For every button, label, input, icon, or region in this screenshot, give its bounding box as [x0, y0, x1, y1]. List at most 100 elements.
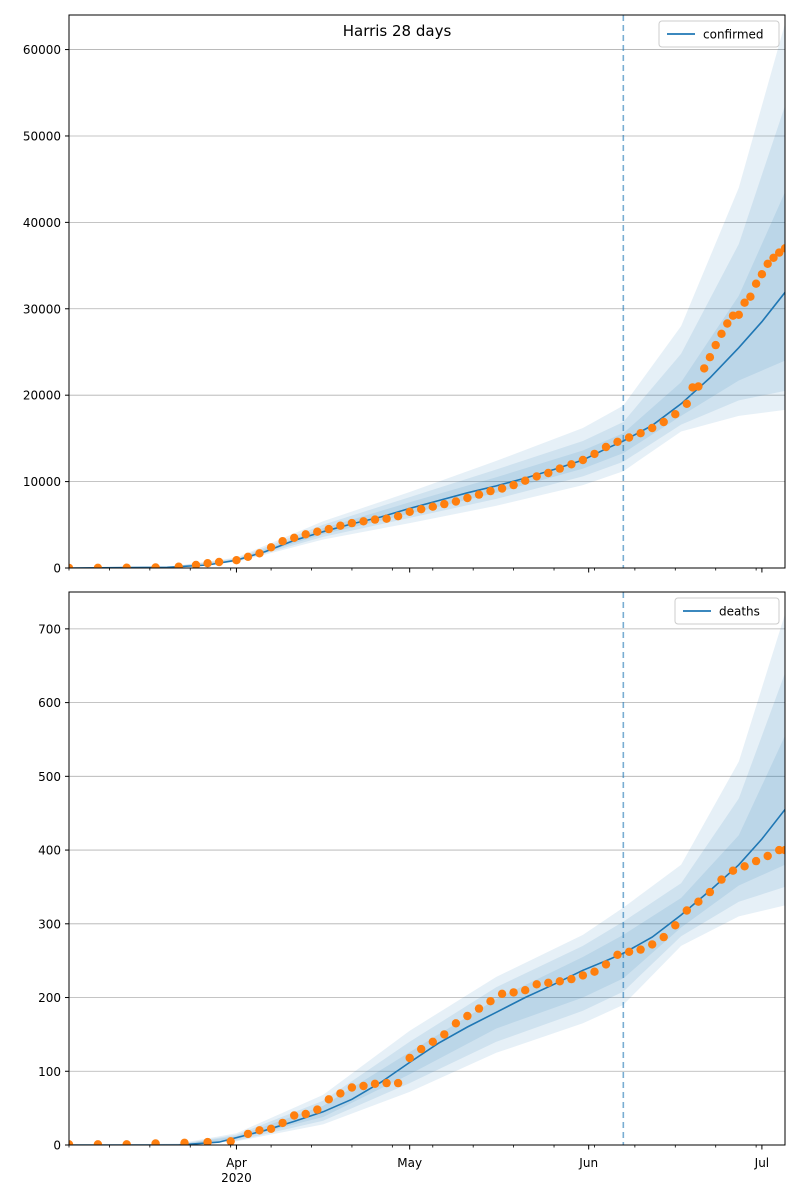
observed-point: [69, 1140, 74, 1145]
confirmed-subplot: 0 10000 20000 30000 40000 50000 60000 confirmed: [23, 14, 786, 576]
y-tick-label: 40000: [23, 216, 61, 230]
observed-point: [532, 980, 541, 989]
observed-point: [93, 563, 103, 568]
observed-point: [700, 364, 709, 373]
observed-point: [243, 1129, 253, 1139]
uncertainty-band: [69, 23, 785, 568]
observed-point: [359, 1081, 368, 1091]
observed-point: [769, 253, 778, 262]
y-tick-label: 500: [38, 770, 61, 784]
observed-points-group: [69, 845, 785, 1145]
observed-point: [417, 1044, 426, 1054]
y-tick-label: 300: [38, 917, 61, 931]
observed-point: [544, 468, 553, 478]
observed-point: [226, 1137, 235, 1145]
observed-point: [214, 557, 224, 567]
y-tick-label: 100: [38, 1065, 61, 1079]
observed-points-group: [69, 244, 785, 568]
y-tick-label: 0: [53, 1139, 61, 1153]
observed-point: [775, 248, 784, 257]
observed-point: [544, 978, 553, 987]
observed-point: [278, 1118, 287, 1128]
observed-point: [509, 988, 518, 997]
observed-point: [751, 856, 761, 866]
observed-point: [728, 866, 738, 875]
observed-point: [671, 410, 680, 419]
y-tick-label: 60000: [23, 43, 61, 57]
observed-point: [151, 563, 160, 568]
observed-point: [578, 971, 588, 980]
legend-box: [674, 597, 780, 625]
observed-point: [382, 1078, 391, 1088]
observed-point: [682, 399, 691, 408]
observed-point: [347, 1083, 357, 1092]
figure-title: Harris 28 days: [343, 22, 452, 40]
observed-point: [336, 521, 345, 530]
observed-point: [451, 497, 461, 506]
observed-point: [151, 1139, 160, 1145]
observed-point: [428, 502, 437, 511]
observed-point: [636, 945, 645, 954]
observed-point: [313, 1105, 322, 1114]
observed-point: [601, 960, 611, 969]
observed-point: [393, 512, 403, 521]
observed-point: [324, 524, 333, 534]
y-tick-label: 20000: [23, 389, 61, 403]
observed-point: [463, 493, 472, 503]
observed-point: [203, 1137, 212, 1145]
observed-point: [740, 298, 749, 307]
observed-point: [266, 543, 276, 552]
observed-point: [659, 932, 668, 942]
y-tick-label: 10000: [23, 475, 61, 489]
observed-point: [474, 490, 484, 499]
observed-point: [775, 845, 784, 855]
observed-point: [324, 1095, 333, 1104]
observed-point: [313, 527, 322, 536]
observed-point: [624, 433, 634, 442]
observed-point: [440, 1030, 449, 1039]
observed-point: [290, 1111, 299, 1120]
observed-point: [463, 1011, 472, 1021]
x-tick-label: May: [397, 1156, 422, 1170]
observed-point: [682, 906, 691, 915]
observed-point: [370, 1079, 380, 1089]
observed-point: [290, 533, 299, 542]
observed-point: [659, 417, 668, 427]
y-tick-label: 400: [38, 844, 61, 858]
observed-point: [601, 442, 611, 452]
observed-point: [266, 1124, 276, 1134]
observed-point: [255, 549, 264, 558]
observed-point: [705, 353, 715, 362]
observed-point: [648, 940, 657, 949]
observed-point: [624, 947, 634, 956]
observed-point: [578, 455, 588, 465]
y-tick-label: 700: [38, 622, 61, 636]
x-tick-label: Jul: [754, 1156, 769, 1170]
observed-point: [278, 537, 287, 546]
observed-point: [717, 875, 726, 884]
observed-point: [751, 279, 761, 288]
axes-frame: [68, 14, 786, 569]
observed-point: [780, 244, 785, 253]
y-tick-label: 600: [38, 696, 61, 710]
observed-point: [417, 505, 426, 514]
observed-point: [711, 340, 720, 350]
observed-point: [509, 480, 518, 490]
observed-point: [180, 1138, 189, 1145]
observed-point: [370, 515, 380, 524]
observed-point: [203, 559, 212, 568]
observed-point: [734, 310, 743, 319]
observed-point: [757, 270, 767, 279]
observed-point: [717, 329, 726, 338]
observed-point: [474, 1004, 484, 1013]
observed-point: [636, 429, 645, 438]
observed-point: [521, 986, 530, 995]
observed-point: [393, 1078, 403, 1088]
observed-point: [428, 1037, 437, 1047]
legend-box: [658, 20, 780, 48]
observed-point: [590, 449, 599, 459]
observed-point: [590, 967, 599, 976]
observed-point: [763, 851, 772, 861]
